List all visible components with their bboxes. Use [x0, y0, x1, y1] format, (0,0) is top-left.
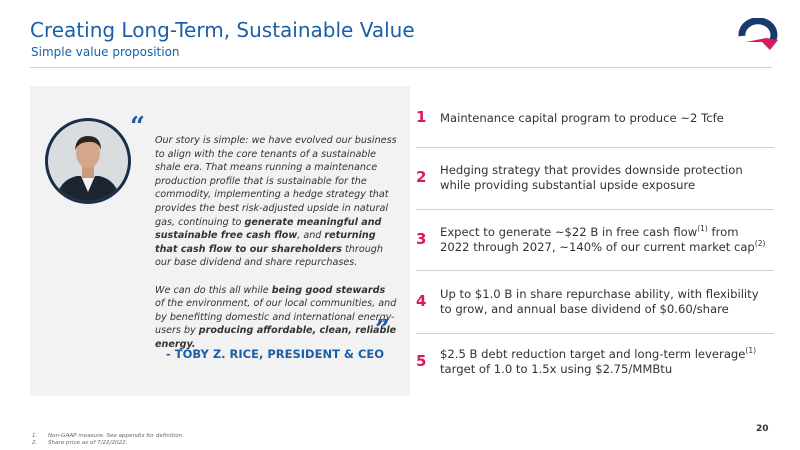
quote-paragraph: We can do this all while being good stew… — [155, 284, 397, 352]
bold-text: being good stewards — [271, 284, 386, 296]
superscript: (1) — [697, 224, 708, 234]
item-number: 5 — [416, 352, 427, 370]
quote-close-mark: ” — [375, 315, 390, 345]
quote-open-mark: “ — [130, 112, 145, 142]
item-number: 2 — [416, 168, 427, 186]
bold-text: generate meaningful and sustainable free… — [155, 216, 382, 242]
quote-text: Our story is simple: we have evolved our… — [155, 134, 397, 365]
separator — [416, 209, 774, 210]
item-text: Maintenance capital program to produce ~… — [440, 111, 770, 126]
separator — [416, 147, 774, 148]
footnote-marker: 1. — [32, 433, 38, 439]
bold-text: producing affordable, clean, reliable en… — [155, 325, 397, 350]
item-text: Expect to generate ~$22 B in free cash f… — [440, 225, 770, 255]
superscript: (2) — [754, 239, 766, 249]
text: , and — [297, 230, 325, 242]
item-number: 3 — [416, 230, 427, 248]
separator — [416, 270, 774, 271]
text: Expect to generate ~$22 B in free cash f… — [440, 225, 698, 239]
item-text: $2.5 B debt reduction target and long-te… — [440, 347, 770, 377]
footnote-text: Share price as of 7/22/2022. — [48, 440, 128, 446]
item-text: Hedging strategy that provides downside … — [440, 163, 770, 193]
footnote-text: Non-GAAP measure. See appendix for defin… — [48, 433, 184, 439]
text: We can do this all while — [155, 284, 272, 296]
item-number: 4 — [416, 292, 427, 310]
logo-arrow — [746, 38, 778, 50]
superscript: (1) — [745, 346, 757, 356]
text: Maintenance capital program to produce ~… — [440, 110, 724, 125]
logo-ring — [738, 18, 778, 47]
item-number: 1 — [416, 108, 427, 126]
footnote-marker: 2. — [32, 440, 38, 446]
portrait — [45, 118, 131, 204]
text: target of 1.0 to 1.5x using $2.75/MMBtu — [440, 362, 673, 376]
text: Up to $1.0 B in share repurchase ability… — [440, 287, 759, 316]
footnote: 2. Share price as of 7/22/2022. — [32, 440, 128, 446]
separator — [416, 333, 774, 334]
title: Creating Long-Term, Sustainable Value — [30, 18, 415, 42]
item-text: Up to $1.0 B in share repurchase ability… — [440, 287, 770, 317]
text: through our base dividend and share repu… — [155, 243, 383, 269]
bold-text: returning that cash flow to our sharehol… — [155, 230, 376, 255]
text: from 2022 through 2027, ~140% of our cur… — [440, 225, 755, 254]
text: of the environment, of our local communi… — [155, 298, 397, 337]
divider — [30, 67, 772, 68]
page-number: 20 — [756, 424, 769, 434]
footnote: 1. Non-GAAP measure. See appendix for def… — [32, 433, 184, 439]
logo — [738, 18, 778, 50]
quote-attribution: - TOBY Z. RICE, PRESIDENT & CEO — [165, 347, 385, 361]
text: Our story is simple: we have evolved our… — [155, 135, 397, 228]
quote-paragraph: Our story is simple: we have evolved our… — [155, 134, 397, 270]
text: Hedging strategy that provides downside … — [440, 163, 743, 192]
text: $2.5 B debt reduction target and long-te… — [440, 347, 746, 361]
subtitle: Simple value proposition — [31, 45, 180, 59]
